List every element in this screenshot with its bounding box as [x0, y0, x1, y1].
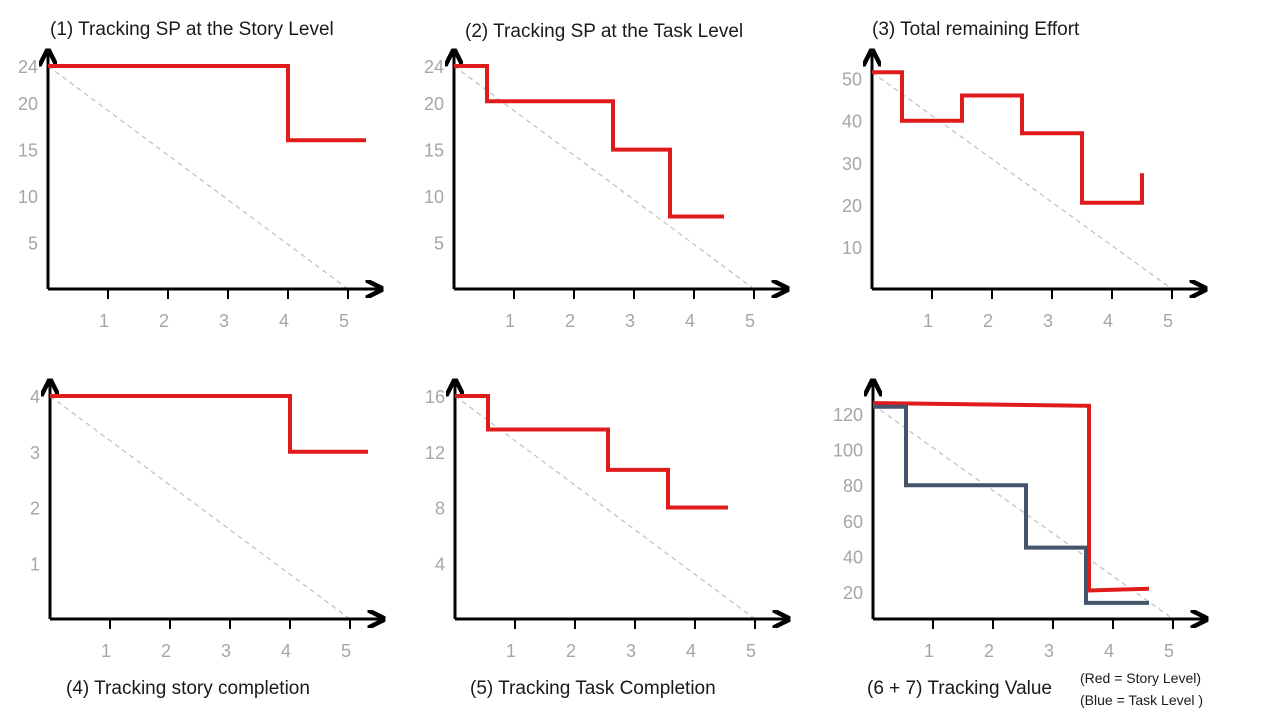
chart-5-y-tick-label-12: 12 — [425, 443, 445, 463]
chart-4-y-tick-label-3: 3 — [30, 443, 40, 463]
chart-4-y-tick-label-4: 4 — [30, 387, 40, 407]
chart-6-x-tick-label-3: 3 — [1044, 641, 1054, 661]
chart-6-x-tick-label-2: 2 — [984, 641, 994, 661]
chart-3-x-tick-label-5: 5 — [1163, 311, 1173, 331]
chart-5-y-tick-label-4: 4 — [435, 554, 445, 574]
chart-4-ideal-line — [49, 395, 351, 620]
chart-6-x-tick-label-5: 5 — [1164, 641, 1174, 661]
chart-1-y-tick-label-15: 15 — [18, 141, 38, 161]
chart-6-title: (6 + 7) Tracking Value — [867, 678, 1052, 699]
chart-4-x-tick-label-4: 4 — [281, 641, 291, 661]
chart-5-x-tick-label-2: 2 — [566, 641, 576, 661]
chart-2-x-tick-label-1: 1 — [505, 311, 515, 331]
chart-3-y-tick-label-10: 10 — [842, 238, 862, 258]
chart-6-x-tick-label-1: 1 — [924, 641, 934, 661]
chart-4-title: (4) Tracking story completion — [66, 678, 310, 699]
chart-1-x-tick-label-5: 5 — [339, 311, 349, 331]
chart-4-y-tick-label-1: 1 — [30, 554, 40, 574]
chart-4-series-red-line — [50, 394, 368, 454]
chart-2-series-red-line — [454, 64, 724, 219]
legend-note-red: (Red = Story Level) — [1080, 670, 1201, 686]
chart-3-y-tick-label-30: 30 — [842, 154, 862, 174]
chart-4-x-tick-label-5: 5 — [341, 641, 351, 661]
chart-6-y-tick-label-40: 40 — [843, 548, 863, 568]
chart-1-y-tick-label-20: 20 — [18, 94, 38, 114]
chart-5-x-tick-label-4: 4 — [686, 641, 696, 661]
chart-2-y-tick-label-15: 15 — [424, 141, 444, 161]
chart-3-ideal-line — [871, 71, 1173, 290]
chart-3-y-tick-label-50: 50 — [842, 70, 862, 90]
chart-4-y-tick-label-2: 2 — [30, 499, 40, 519]
chart-1-y-tick-label-10: 10 — [18, 187, 38, 207]
chart-6-y-tick-label-120: 120 — [833, 405, 863, 425]
chart-2-title: (2) Tracking SP at the Task Level — [465, 21, 744, 42]
chart-1-x-tick-label-4: 4 — [279, 311, 289, 331]
chart-4-x-tick-label-2: 2 — [161, 641, 171, 661]
chart-2-x-tick-label-2: 2 — [565, 311, 575, 331]
chart-5-y-tick-label-8: 8 — [435, 499, 445, 519]
chart-5-series-red-line — [455, 394, 728, 510]
chart-3-x-tick-label-1: 1 — [923, 311, 933, 331]
chart-5-x-tick-label-5: 5 — [746, 641, 756, 661]
chart-2-y-tick-label-5: 5 — [434, 234, 444, 254]
chart-6-x-tick-label-4: 4 — [1104, 641, 1114, 661]
chart-3-x-tick-label-4: 4 — [1103, 311, 1113, 331]
chart-1-y-tick-label-5: 5 — [28, 234, 38, 254]
chart-2-x-tick-label-4: 4 — [685, 311, 695, 331]
chart-6-y-tick-label-80: 80 — [843, 476, 863, 496]
chart-3-x-tick-label-3: 3 — [1043, 311, 1053, 331]
chart-6-series-red-line — [872, 401, 1150, 593]
chart-1-title: (1) Tracking SP at the Story Level — [50, 19, 334, 40]
chart-1-series-red-line — [48, 64, 366, 143]
chart-1-x-tick-label-3: 3 — [219, 311, 229, 331]
chart-3-title: (3) Total remaining Effort — [872, 19, 1080, 40]
chart-5-title: (5) Tracking Task Completion — [470, 678, 716, 699]
chart-2-x-tick-label-5: 5 — [745, 311, 755, 331]
chart-3-x-tick-label-2: 2 — [983, 311, 993, 331]
chart-5-y-tick-label-16: 16 — [425, 387, 445, 407]
chart-2-y-tick-label-24: 24 — [424, 57, 444, 77]
chart-5-x-tick-label-1: 1 — [506, 641, 516, 661]
chart-4-x-tick-label-1: 1 — [101, 641, 111, 661]
chart-6-series-blue-line — [873, 404, 1149, 605]
chart-1-y-tick-label-24: 24 — [18, 57, 38, 77]
chart-4-x-tick-label-3: 3 — [221, 641, 231, 661]
chart-1-ideal-line — [47, 65, 349, 290]
legend-note-blue: (Blue = Task Level ) — [1080, 692, 1204, 708]
chart-3-series-red-line — [872, 70, 1144, 205]
chart-1-x-tick-label-1: 1 — [99, 311, 109, 331]
chart-3-y-tick-label-20: 20 — [842, 196, 862, 216]
chart-5-x-tick-label-3: 3 — [626, 641, 636, 661]
chart-2-y-tick-label-10: 10 — [424, 187, 444, 207]
chart-6-ideal-line — [872, 404, 1174, 620]
chart-1-x-tick-label-2: 2 — [159, 311, 169, 331]
chart-6-y-tick-label-60: 60 — [843, 512, 863, 532]
chart-6-y-tick-label-100: 100 — [833, 441, 863, 461]
chart-6-y-tick-label-20: 20 — [843, 583, 863, 603]
chart-3-y-tick-label-40: 40 — [842, 112, 862, 132]
chart-2-y-tick-label-20: 20 — [424, 94, 444, 114]
chart-2-x-tick-label-3: 3 — [625, 311, 635, 331]
